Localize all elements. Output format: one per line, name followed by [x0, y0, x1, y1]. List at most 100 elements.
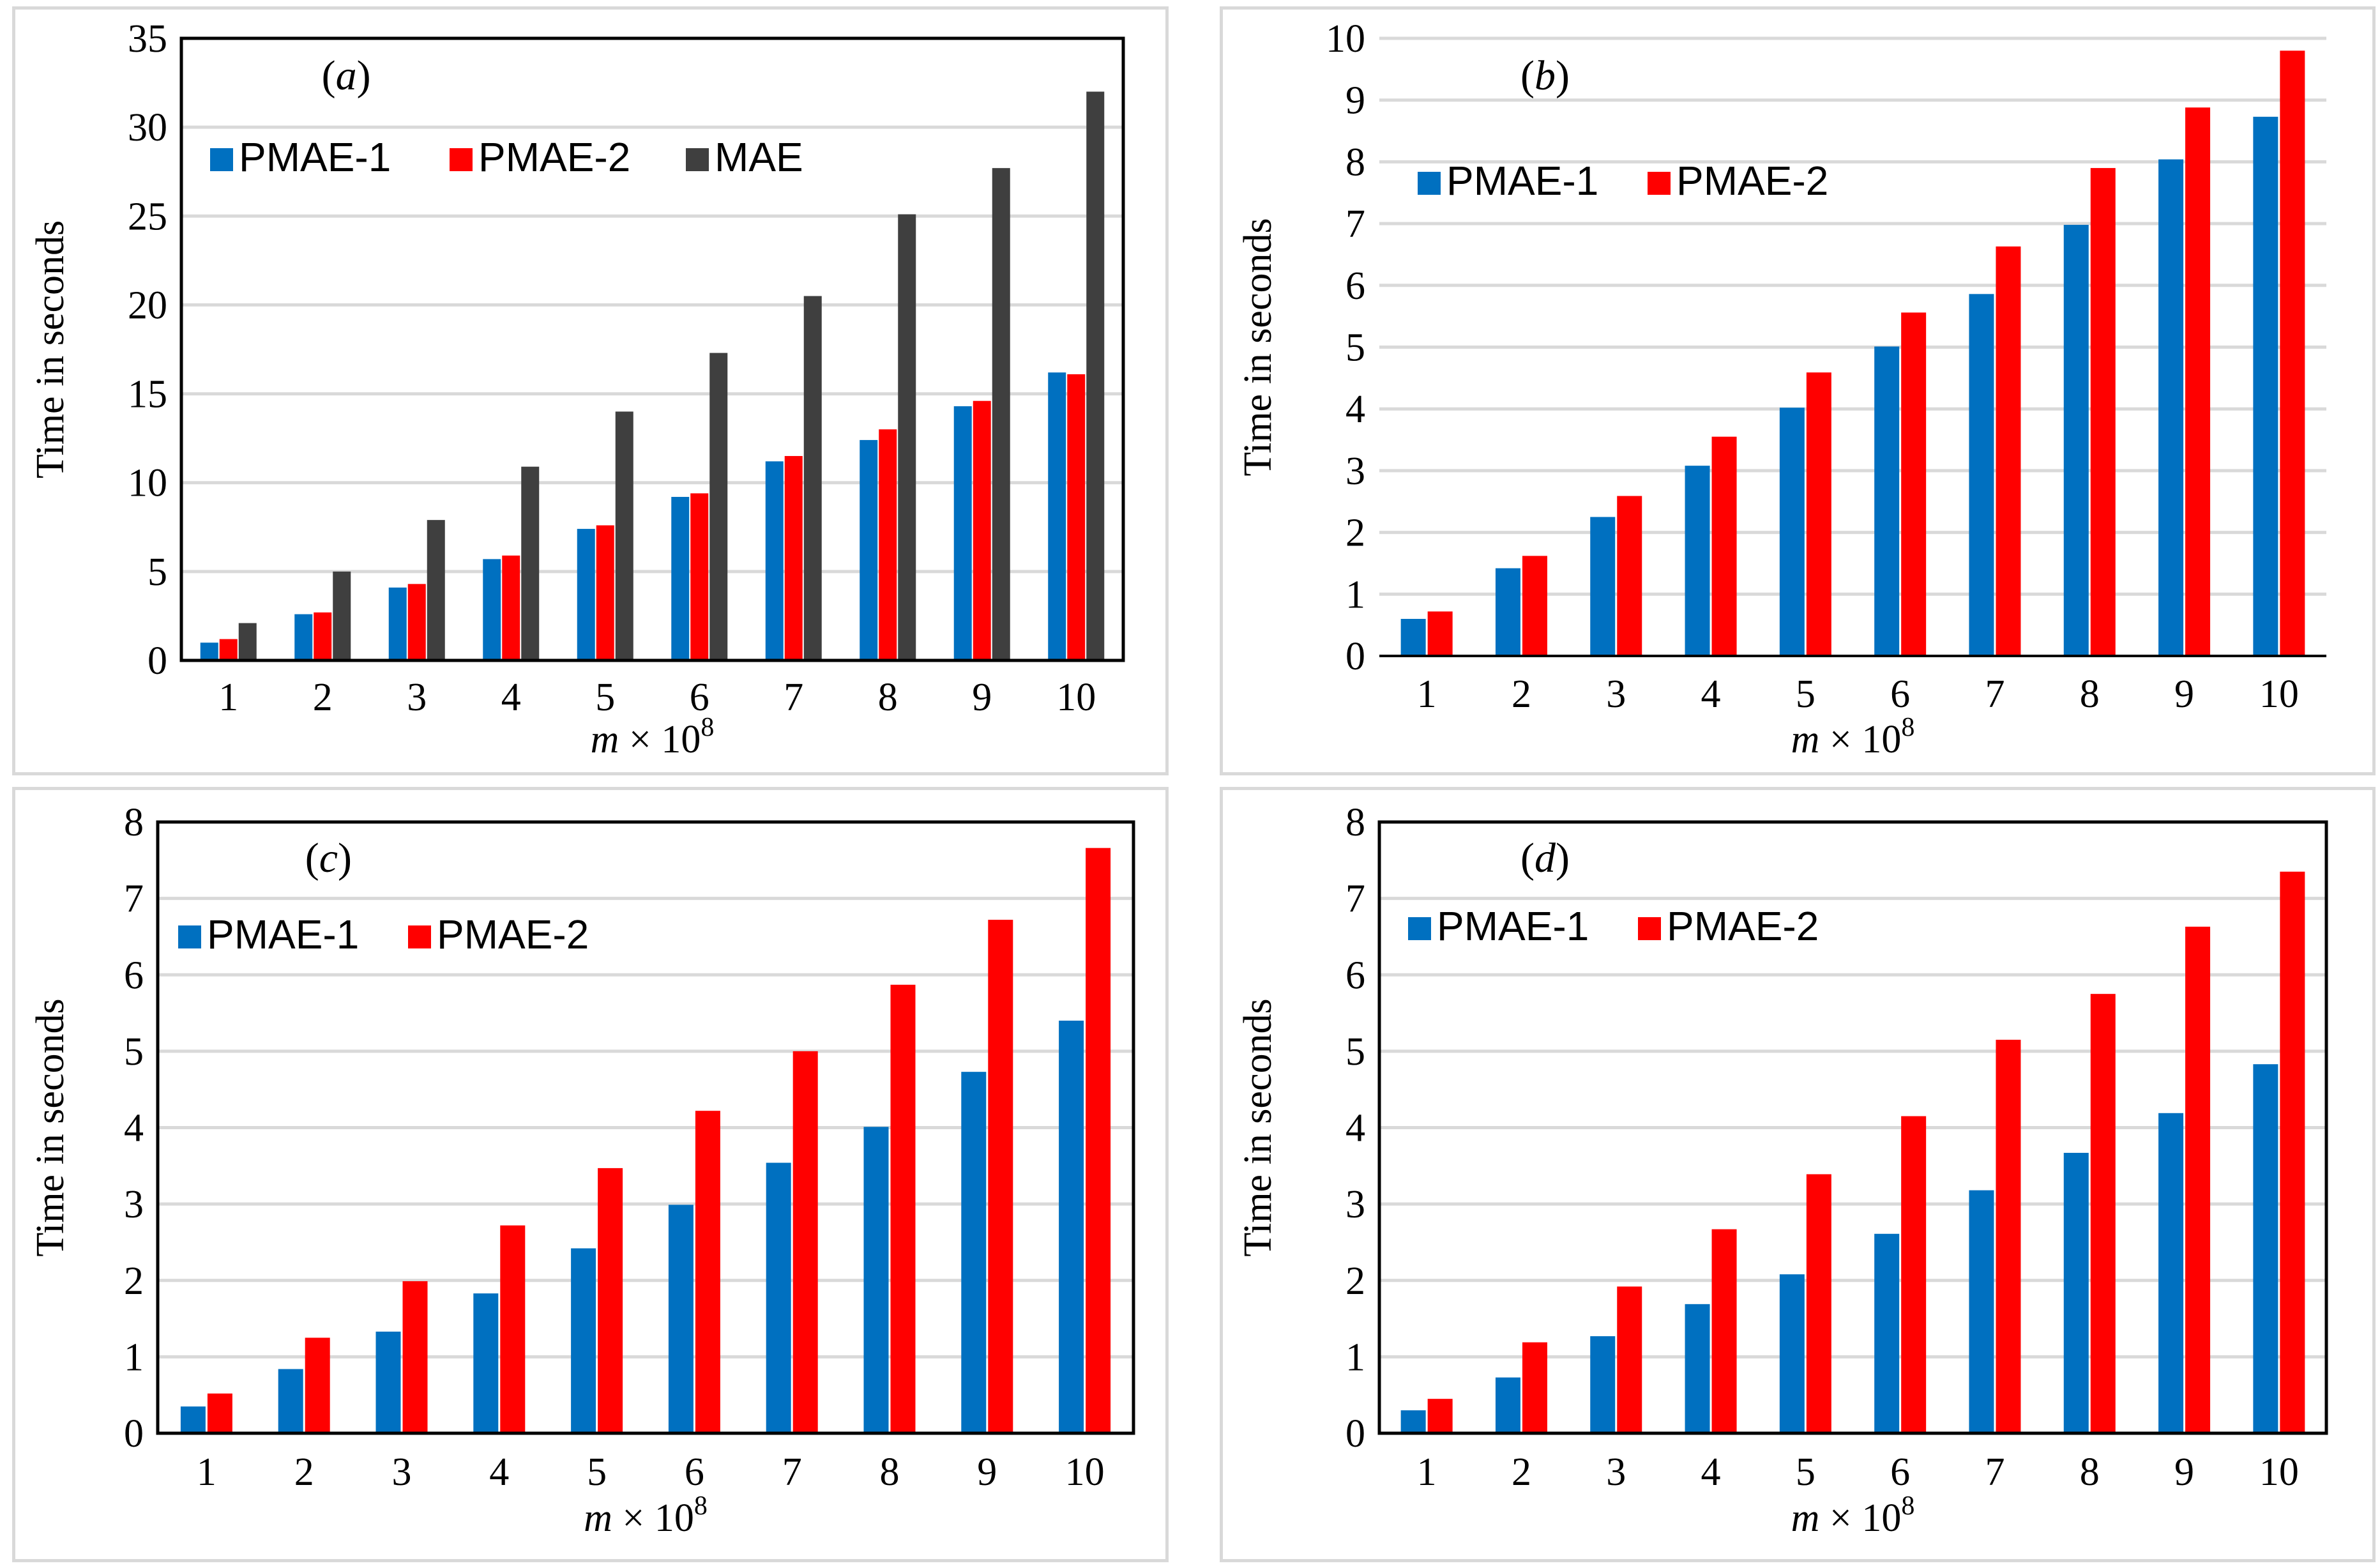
- x-tick-label: 2: [1512, 1450, 1531, 1494]
- x-tick-label: 4: [489, 1450, 509, 1494]
- x-axis-title: m × 108: [1791, 1491, 1915, 1540]
- x-tick-label: 3: [1606, 1450, 1626, 1494]
- y-tick-label: 5: [1345, 1030, 1365, 1074]
- x-tick-label: 1: [1417, 1450, 1437, 1494]
- bar-pmae-1-6: [1874, 1233, 1900, 1433]
- y-tick-label: 6: [124, 954, 144, 997]
- bar-pmae-2-6: [695, 1111, 720, 1433]
- bar-pmae-2-3: [402, 1281, 428, 1433]
- bar-pmae-2-9: [973, 400, 991, 660]
- x-axis-title-var: m: [1791, 718, 1820, 761]
- x-axis-title-base: × 10: [1819, 718, 1901, 761]
- y-tick-label: 2: [124, 1260, 144, 1303]
- bar-pmae-1-5: [577, 529, 595, 660]
- bar-mae-6: [709, 353, 728, 660]
- x-tick-label: 1: [197, 1450, 216, 1494]
- panel-label-letter: b: [1535, 52, 1556, 99]
- bar-pmae-2-7: [792, 1051, 818, 1433]
- bar-pmae-2-2: [305, 1337, 330, 1433]
- legend-swatch-pmae-1: [210, 148, 233, 171]
- bar-pmae-2-4: [1711, 1229, 1737, 1433]
- x-tick-label: 8: [2080, 673, 2100, 716]
- x-axis-title-exponent: 8: [694, 1491, 708, 1521]
- x-tick-label: 6: [1890, 673, 1910, 716]
- bar-pmae-2-10: [1067, 374, 1086, 660]
- y-tick-label: 4: [1345, 1107, 1365, 1150]
- panel-label: (c): [305, 835, 352, 881]
- x-tick-label: 10: [1065, 1450, 1105, 1494]
- legend-label-mae: MAE: [715, 134, 803, 180]
- x-axis-title-var: m: [1791, 1496, 1820, 1540]
- bar-pmae-2-9: [988, 920, 1013, 1433]
- y-tick-label: 0: [124, 1412, 144, 1456]
- bar-pmae-2-4: [500, 1225, 526, 1433]
- bar-pmae-1-9: [2158, 1113, 2184, 1433]
- x-axis-title-var: m: [591, 718, 619, 761]
- bar-pmae-2-10: [2280, 50, 2305, 657]
- y-tick-label: 10: [1326, 17, 1365, 61]
- x-tick-label: 9: [2174, 673, 2194, 716]
- y-tick-label: 35: [128, 17, 167, 61]
- x-tick-label: 9: [977, 1450, 997, 1494]
- bar-pmae-1-5: [1779, 407, 1805, 656]
- bar-pmae-1-2: [294, 614, 313, 660]
- y-tick-label: 8: [1345, 801, 1365, 844]
- legend-label-pmae-1: PMAE-1: [1446, 158, 1598, 204]
- bar-pmae-2-3: [407, 584, 426, 660]
- bar-pmae-2-5: [1806, 372, 1831, 656]
- x-tick-label: 4: [501, 676, 521, 719]
- x-axis-title: m × 108: [1791, 713, 1915, 761]
- bar-pmae-1-3: [1590, 1336, 1616, 1433]
- x-tick-label: 6: [685, 1450, 704, 1494]
- bar-pmae-1-6: [1874, 346, 1900, 656]
- bar-pmae-1-1: [1400, 1410, 1426, 1433]
- legend-label-pmae-2: PMAE-2: [437, 911, 589, 957]
- bar-pmae-2-7: [1996, 1039, 2021, 1433]
- bar-pmae-1-7: [766, 1162, 791, 1433]
- y-tick-label: 0: [148, 639, 167, 683]
- bar-pmae-2-8: [890, 984, 916, 1433]
- panel-label-close: ): [357, 52, 371, 99]
- bar-pmae-1-8: [2063, 1152, 2089, 1433]
- bar-pmae-2-6: [690, 493, 709, 660]
- bar-pmae-1-4: [473, 1293, 499, 1433]
- y-tick-label: 1: [1345, 1336, 1365, 1379]
- y-tick-label: 5: [148, 551, 167, 594]
- chart-panel-d: 0 1 2 3 4 5 6 7 8 1 2 3 4 5 6 7 8 9 10 m × 108 Time in secon…: [1220, 787, 2376, 1562]
- bar-pmae-2-6: [1901, 1116, 1927, 1433]
- y-tick-label: 3: [1345, 1183, 1365, 1226]
- bar-pmae-1-2: [1495, 568, 1520, 656]
- y-tick-label: 10: [128, 462, 167, 505]
- x-tick-label: 5: [587, 1450, 607, 1494]
- plot-frame: [156, 820, 1135, 1435]
- bar-pmae-2-5: [1806, 1174, 1831, 1433]
- x-tick-label: 1: [218, 676, 238, 719]
- y-tick-label: 3: [124, 1183, 144, 1226]
- x-tick-label: 3: [392, 1450, 412, 1494]
- y-tick-label: 20: [128, 284, 167, 327]
- x-tick-label: 3: [1606, 673, 1626, 716]
- legend-label-pmae-2: PMAE-2: [1667, 903, 1819, 949]
- y-tick-label: 5: [124, 1030, 144, 1074]
- bar-pmae-1-2: [1495, 1377, 1520, 1433]
- y-tick-label: 7: [1345, 878, 1365, 921]
- bar-pmae-1-9: [961, 1072, 987, 1433]
- bar-pmae-2-4: [502, 555, 520, 660]
- x-tick-label: 7: [782, 1450, 802, 1494]
- x-tick-label: 7: [784, 676, 803, 719]
- y-tick-label: 6: [1345, 954, 1365, 997]
- panel-label: (b): [1520, 52, 1570, 99]
- bar-pmae-1-2: [278, 1369, 303, 1433]
- x-tick-label: 6: [1890, 1450, 1910, 1494]
- y-tick-label: 1: [124, 1336, 144, 1379]
- x-axis-title-base: × 10: [1819, 1496, 1901, 1540]
- legend-label-pmae-1: PMAE-1: [239, 134, 391, 180]
- y-tick-label: 4: [1345, 388, 1365, 431]
- bar-pmae-2-1: [1427, 611, 1453, 656]
- bar-mae-4: [521, 466, 540, 660]
- bar-pmae-2-7: [784, 455, 803, 660]
- panel-label-open: (: [305, 835, 319, 881]
- plot-frame: [179, 36, 1125, 662]
- bar-pmae-2-4: [1711, 436, 1737, 656]
